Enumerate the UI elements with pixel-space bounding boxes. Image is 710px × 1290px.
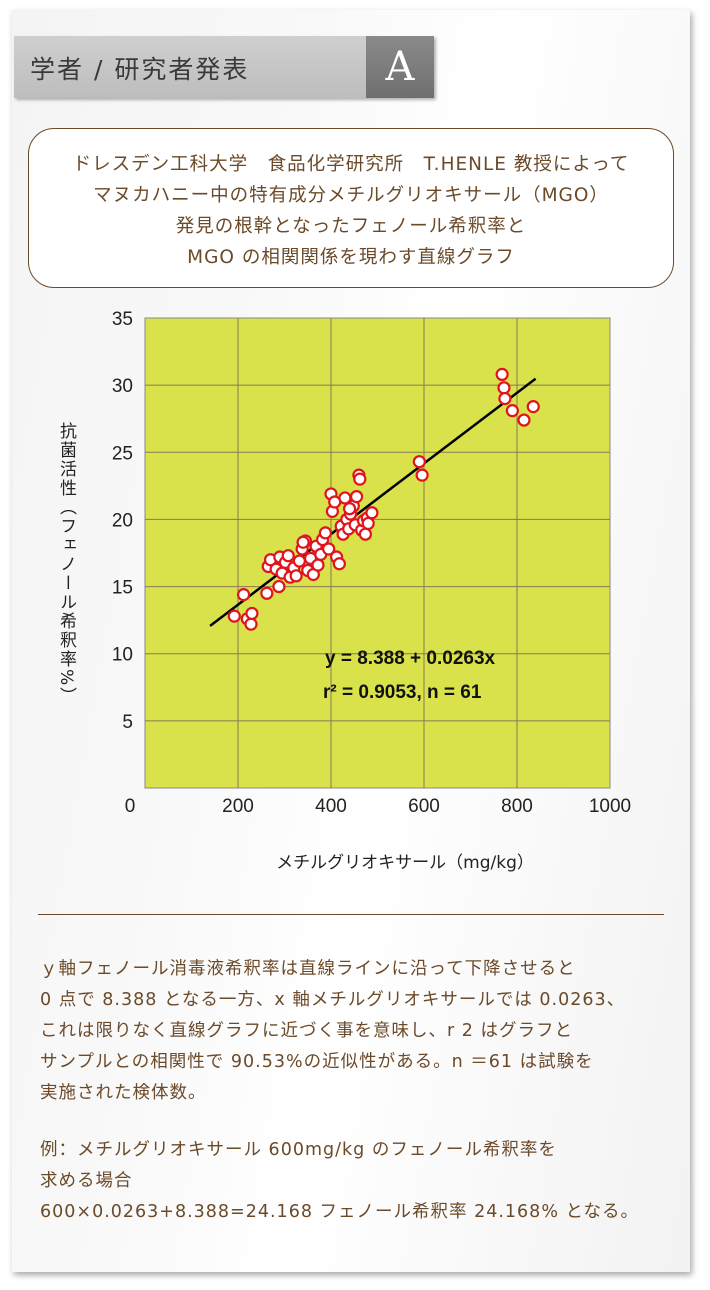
plot-area [144, 317, 611, 789]
data-point [292, 554, 306, 568]
data-point [517, 413, 531, 427]
x-tick-label: 400 [315, 796, 347, 817]
note-line: 0 点で 8.388 となる一方、x 軸メチルグリオキサールでは 0.0263、 [40, 990, 626, 1010]
data-point [497, 381, 511, 395]
data-point [353, 472, 367, 486]
data-point [412, 455, 426, 469]
description-line: MGO の相関関係を現わす直線グラフ [187, 247, 515, 268]
y-tick-label: 35 [112, 309, 133, 330]
data-point [289, 569, 303, 583]
section-title: 学者 / 研究者発表 [30, 55, 250, 84]
data-point [260, 586, 274, 600]
data-point [296, 535, 310, 549]
x-tick-label: 0 [125, 796, 136, 817]
regression-stats: r² = 0.9053, n = 61 [323, 682, 482, 703]
x-axis-label: メチルグリオキサール（mg/kg） [276, 853, 534, 873]
y-tick-label: 20 [112, 510, 133, 531]
note-line: 実施された検体数。 [40, 1083, 207, 1103]
data-point [318, 526, 333, 540]
example-line: 600×0.0263+8.388=24.168 フェノール希釈率 24.168%… [40, 1202, 639, 1222]
data-point [349, 490, 364, 504]
data-point [415, 468, 429, 482]
explanation-text: ｙ軸フェノール消毒液希釈率は直線ラインに沿って下降させると 0 点で 8.388… [40, 954, 670, 1228]
data-point [343, 502, 357, 516]
y-tick-label: 10 [112, 645, 133, 666]
y-tick-label: 15 [112, 578, 133, 599]
y-axis-label: 抗菌活性（フェノール希釈率%） [56, 422, 77, 706]
regression-line [209, 377, 537, 627]
data-point [498, 391, 512, 406]
data-point [361, 516, 375, 531]
example-line: 例：メチルグリオキサール 600mg/kg のフェノール希釈率を [40, 1140, 557, 1160]
data-point [244, 617, 258, 631]
data-point [526, 400, 540, 414]
description-line: マヌカハニー中の特有成分メチルグリオキサール（MGO） [93, 185, 609, 206]
data-point [272, 579, 286, 594]
data-point [495, 367, 509, 382]
x-tick-label: 1000 [589, 796, 631, 817]
data-point [505, 404, 519, 418]
section-header: 学者 / 研究者発表 A [14, 36, 434, 98]
description-line: ドレスデン工科大学 食品化学研究所 T.HENLE 教授によって [72, 154, 630, 175]
scatter-chart: 0 200 400 600 800 1000 5 10 15 20 25 30 35 メチルグリオキサール… [56, 309, 631, 873]
data-point [332, 557, 346, 571]
note-line: ｙ軸フェノール消毒液希釈率は直線ラインに沿って下降させると [40, 959, 576, 979]
description-line: 発見の根幹となったフェノール希釈率と [175, 216, 527, 237]
x-tick-label: 600 [408, 796, 440, 817]
data-point [322, 542, 336, 556]
divider [38, 914, 664, 915]
section-letter-badge: A [366, 36, 434, 98]
example-line: 求める場合 [40, 1171, 133, 1191]
note-line: これは限りなく直線グラフに近づく事を意味し、r 2 はグラフと [40, 1021, 573, 1041]
x-tick-label: 800 [501, 796, 533, 817]
note-line: サンプルとの相関性で 90.53%の近似性がある。n ＝61 は試験を [40, 1052, 594, 1072]
data-point [358, 527, 373, 541]
y-tick-label: 25 [112, 443, 133, 464]
x-tick-label: 200 [222, 796, 254, 817]
data-point [365, 506, 379, 520]
data-point [311, 558, 325, 572]
y-tick-label: 30 [112, 376, 133, 397]
y-tick-label: 5 [122, 712, 133, 733]
regression-equation: y = 8.388 + 0.0263x [325, 648, 496, 669]
data-point [227, 609, 241, 623]
data-point [245, 606, 259, 621]
data-point [281, 549, 295, 563]
description-box: ドレスデン工科大学 食品化学研究所 T.HENLE 教授によって マヌカハニー中… [28, 128, 674, 288]
data-point [236, 588, 251, 602]
